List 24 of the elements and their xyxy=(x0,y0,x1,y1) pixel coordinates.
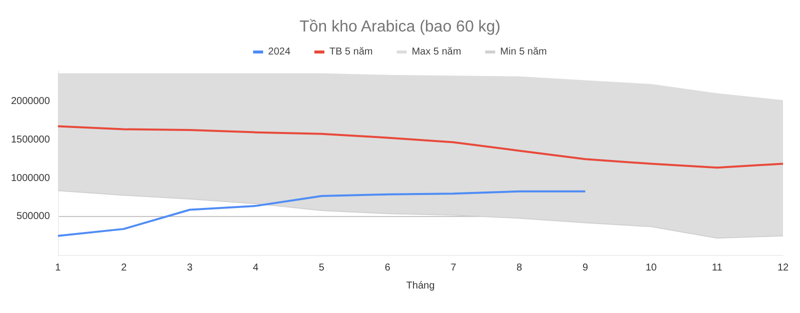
x-tick-label: 2 xyxy=(121,262,128,274)
y-tick-label: 1000000 xyxy=(10,172,50,184)
x-tick-label: 5 xyxy=(318,262,325,274)
x-tick-label: 12 xyxy=(777,262,789,274)
line-series xyxy=(56,190,586,237)
x-tick-label: 3 xyxy=(186,262,193,274)
legend-label: Max 5 năm xyxy=(412,46,462,58)
x-tick-label: 8 xyxy=(516,262,523,274)
x-tick-label: 6 xyxy=(384,262,391,274)
y-tick-label: 1500000 xyxy=(10,134,50,146)
x-tick-label: 11 xyxy=(712,262,723,274)
legend-label: Min 5 năm xyxy=(500,46,547,58)
chart-title: Tồn kho Arabica (bao 60 kg) xyxy=(299,18,501,36)
x-tick-label: 7 xyxy=(450,262,457,274)
legend-label: TB 5 năm xyxy=(329,46,373,58)
y-tick-label: 500000 xyxy=(16,211,50,222)
x-tick-label: 10 xyxy=(646,262,658,274)
y-tick-label: 2000000 xyxy=(10,96,50,108)
x-tick-label: 4 xyxy=(252,262,259,274)
x-tick-label: 9 xyxy=(582,262,588,274)
legend-label: 2024 xyxy=(268,46,291,58)
line-series xyxy=(56,125,784,169)
x-axis-title: Tháng xyxy=(406,280,435,292)
x-tick-label: 1 xyxy=(55,262,62,274)
